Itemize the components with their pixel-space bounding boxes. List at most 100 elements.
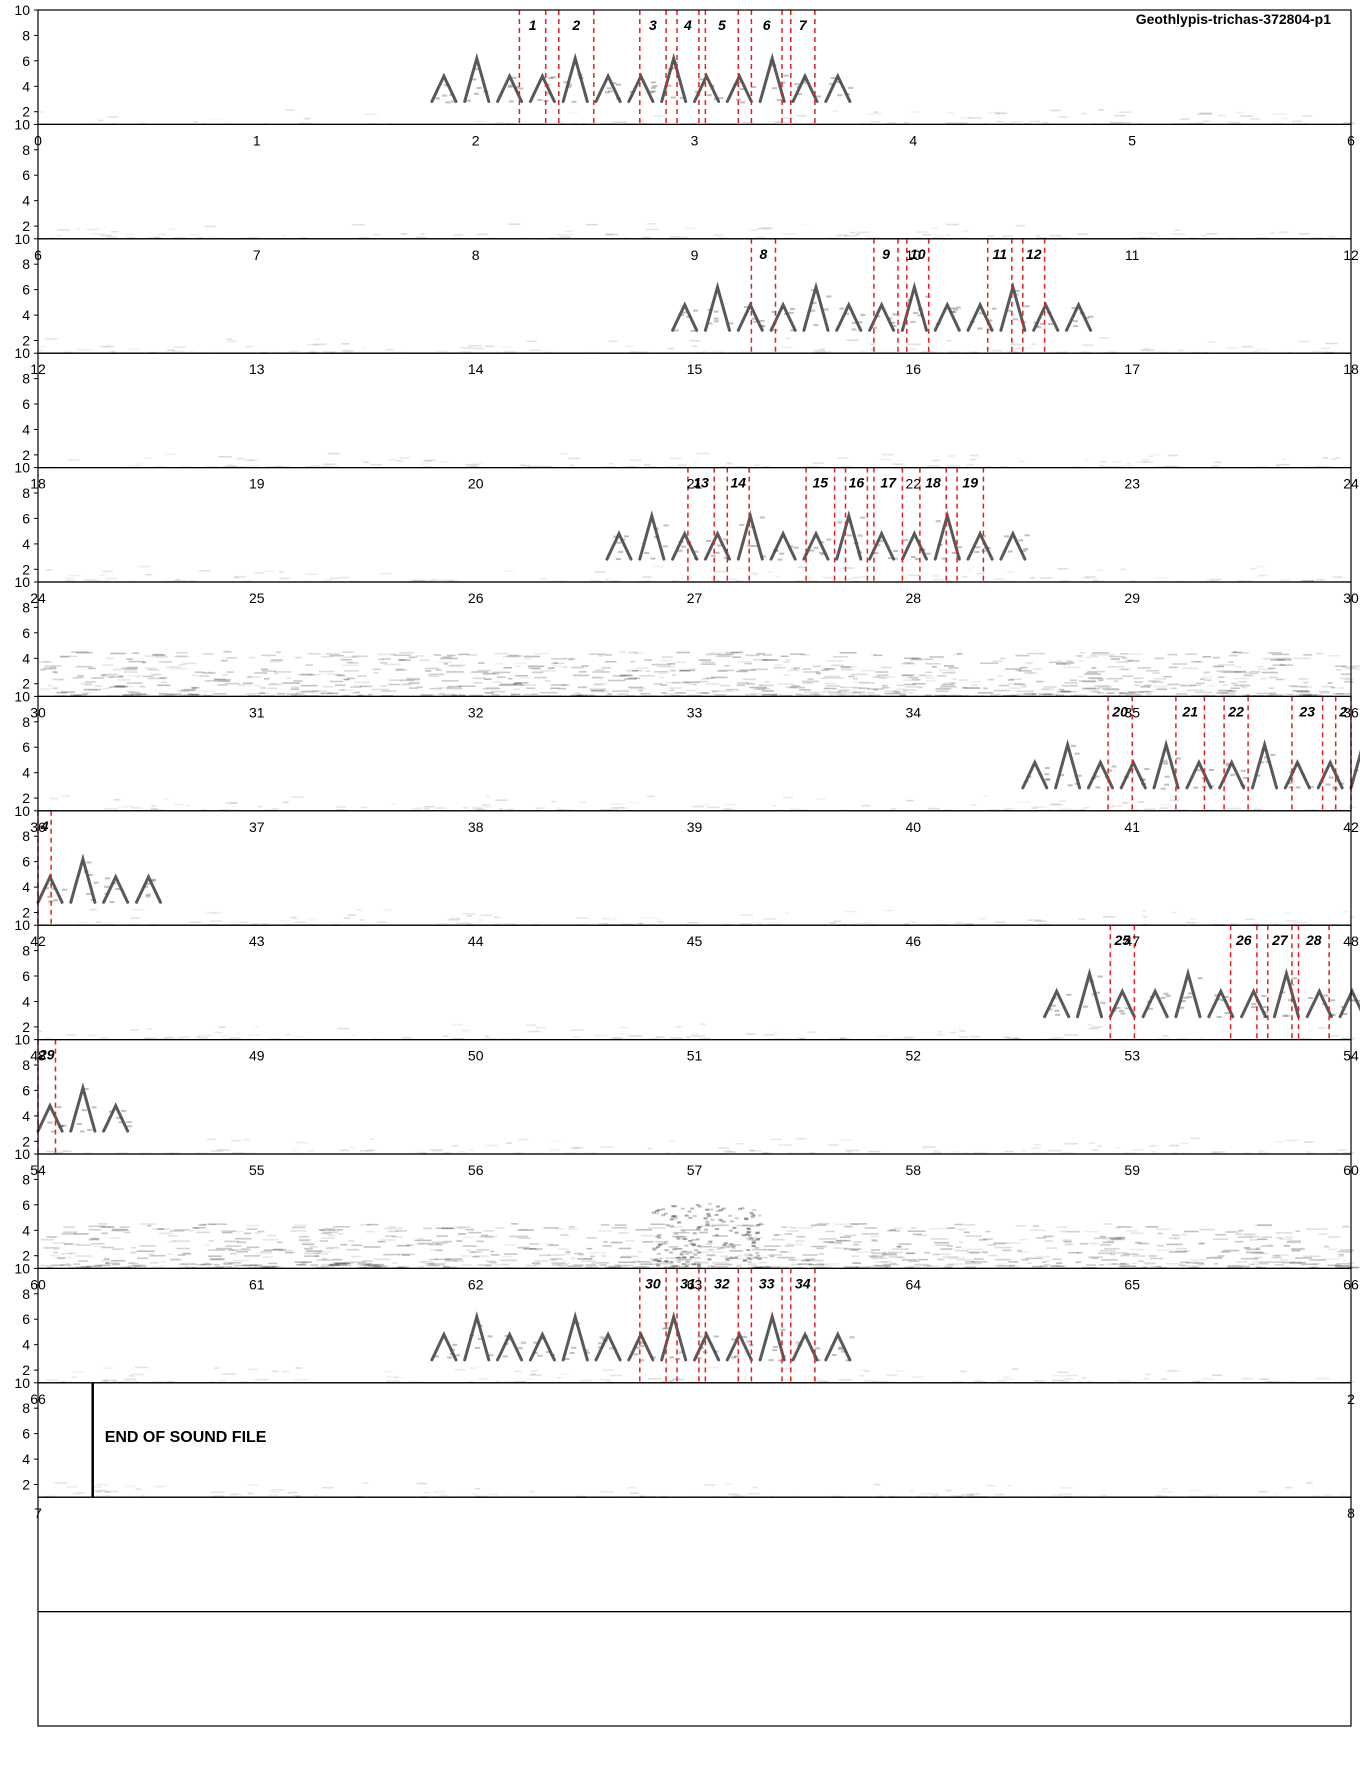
noise-speck — [217, 684, 228, 686]
noise-speck — [640, 351, 650, 354]
noise-speck — [812, 1380, 827, 1382]
noise-speck — [245, 693, 255, 695]
noise-speck — [145, 809, 160, 811]
song-speck — [951, 552, 957, 554]
noise-speck — [612, 690, 630, 692]
noise-speck — [1085, 1264, 1096, 1266]
noise-speck — [1327, 1264, 1340, 1267]
noise-speck — [1132, 1148, 1144, 1151]
y-tick-label: 10 — [14, 688, 30, 704]
song-speck — [1104, 776, 1110, 779]
noise-speck — [737, 1254, 743, 1257]
noise-speck — [154, 923, 166, 926]
noise-speck — [744, 1254, 753, 1257]
noise-speck — [1111, 1252, 1129, 1254]
song-note — [736, 301, 764, 332]
song-speck — [1214, 994, 1220, 997]
noise-speck — [618, 1232, 629, 1234]
noise-speck — [1273, 1492, 1278, 1495]
noise-speck — [677, 1258, 692, 1261]
noise-speck — [1350, 665, 1360, 668]
noise-speck — [1243, 674, 1254, 677]
noise-speck — [995, 112, 1008, 115]
burst-speck — [748, 1254, 753, 1256]
burst-speck — [715, 1205, 720, 1208]
song-speck — [81, 1109, 87, 1112]
noise-speck — [906, 1252, 914, 1255]
noise-speck — [468, 1149, 474, 1151]
noise-speck — [651, 1247, 659, 1249]
x-end-label: 60 — [1343, 1162, 1359, 1178]
noise-speck — [994, 578, 1005, 580]
noise-speck — [586, 1264, 596, 1266]
noise-speck — [683, 681, 700, 683]
noise-speck — [744, 693, 757, 696]
noise-speck — [345, 661, 354, 664]
noise-speck — [731, 1247, 737, 1250]
song-speck — [666, 84, 672, 87]
noise-speck — [665, 1257, 677, 1259]
song-speck — [759, 516, 765, 519]
song-speck — [449, 1353, 455, 1355]
burst-speck — [673, 1215, 678, 1218]
noise-speck — [1301, 1263, 1318, 1266]
noise-speck — [883, 1263, 899, 1266]
noise-speck — [222, 1231, 233, 1234]
noise-speck — [512, 683, 521, 685]
noise-speck — [1128, 660, 1140, 662]
noise-speck — [570, 1257, 576, 1260]
noise-speck — [604, 654, 613, 656]
noise-speck — [987, 678, 995, 681]
noise-speck — [548, 1244, 559, 1247]
song-speck — [1357, 1000, 1360, 1002]
noise-speck — [1227, 690, 1237, 692]
noise-speck — [881, 1266, 888, 1269]
song-note — [824, 1330, 852, 1362]
noise-speck — [1046, 1247, 1058, 1249]
noise-speck — [784, 912, 790, 915]
noise-speck — [1064, 1034, 1079, 1036]
noise-speck — [1031, 1147, 1041, 1149]
noise-speck — [1200, 678, 1205, 680]
noise-speck — [157, 684, 171, 687]
noise-speck — [682, 1265, 689, 1268]
noise-speck — [771, 693, 782, 696]
noise-speck — [187, 693, 193, 696]
noise-speck — [763, 654, 773, 656]
noise-speck — [764, 1248, 777, 1251]
noise-speck — [1190, 918, 1196, 920]
noise-speck — [111, 1266, 120, 1269]
noise-speck — [135, 694, 150, 696]
song-speck — [1164, 775, 1170, 778]
noise-speck — [63, 1150, 72, 1152]
noise-speck — [917, 1495, 928, 1498]
noise-speck — [746, 1492, 760, 1495]
noise-speck — [1082, 577, 1090, 579]
song-note — [1119, 758, 1147, 790]
noise-speck — [751, 1265, 758, 1267]
noise-speck — [1169, 799, 1180, 801]
song-speck — [111, 882, 117, 885]
noise-speck — [533, 1026, 539, 1029]
noise-speck — [291, 694, 306, 697]
noise-speck — [1166, 1243, 1183, 1246]
song-speck — [728, 322, 734, 325]
y-tick-label: 2 — [22, 1477, 30, 1493]
noise-speck — [1312, 350, 1321, 353]
noise-speck — [1309, 1259, 1326, 1261]
noise-speck — [1243, 1247, 1250, 1249]
noise-speck — [970, 459, 976, 461]
x-tick-label: 45 — [687, 933, 703, 949]
noise-speck — [618, 1265, 630, 1267]
song-speck — [812, 1356, 818, 1359]
noise-speck — [301, 1261, 308, 1264]
noise-speck — [360, 919, 365, 921]
song-speck — [1197, 977, 1203, 980]
noise-speck — [260, 687, 267, 689]
noise-speck — [1113, 461, 1122, 464]
noise-speck — [118, 806, 127, 808]
noise-speck — [692, 683, 697, 686]
noise-speck — [925, 677, 935, 679]
noise-speck — [591, 676, 604, 679]
song-speck — [1255, 774, 1261, 777]
